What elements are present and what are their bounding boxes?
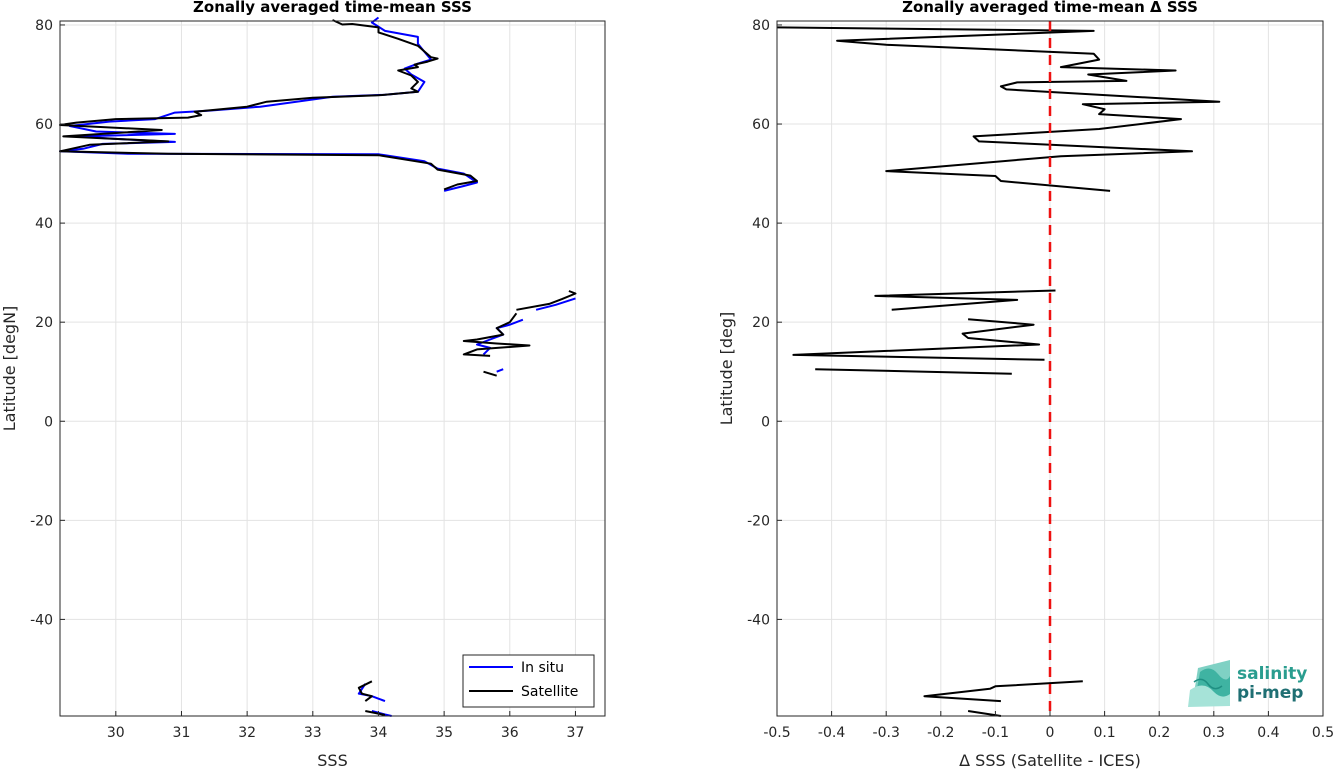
series-line-delta-sss <box>874 289 1056 311</box>
r-y-tick-label: 40 <box>752 216 770 232</box>
l-x-tick-label: 34 <box>370 725 388 741</box>
series-line-satellite <box>483 370 497 377</box>
l-y-tick-label: 80 <box>35 18 53 34</box>
r-y-tick-label: -20 <box>747 513 770 529</box>
right-chart-panel: -0.5 -0.4 -0.3 -0.2 -0.1 0 0.1 0.2 0.3 0.4 0.5 -40 -… <box>717 0 1334 769</box>
l-x-tick-label: 36 <box>501 725 519 741</box>
left-grid <box>60 21 605 716</box>
r-y-tick-label: -40 <box>747 612 770 628</box>
series-line-delta-sss <box>776 26 1221 192</box>
series-line-in-situ <box>535 297 576 311</box>
left-chart-panel: 30 31 32 33 34 35 36 37 -40 -20 0 20 40 60 80 Zonally … <box>0 0 606 769</box>
l-y-tick-label: 0 <box>44 414 53 430</box>
r-y-tick-label: 20 <box>752 315 770 331</box>
left-axes-background <box>60 21 605 716</box>
left-y-axis-label: Latitude [degN] <box>0 306 19 432</box>
series-line-in-situ <box>476 318 524 356</box>
l-y-tick-label: 40 <box>35 216 53 232</box>
series-line-satellite <box>516 290 577 311</box>
l-x-tick-label: 37 <box>567 725 585 741</box>
r-x-tick-label: -0.5 <box>763 725 790 741</box>
series-line-delta-sss <box>815 368 1012 375</box>
series-line-satellite <box>357 680 373 702</box>
series-line-delta-sss <box>792 318 1045 361</box>
legend-box <box>462 654 595 708</box>
r-x-tick-label: -0.3 <box>873 725 900 741</box>
wave-logo-icon <box>1188 660 1230 707</box>
left-chart-title: Zonally averaged time-mean SSS <box>193 0 472 16</box>
logo-text-salinity: salinity <box>1237 664 1307 684</box>
left-x-axis-label: SSS <box>317 751 347 769</box>
left-series-group <box>59 16 577 717</box>
l-y-tick-label: 60 <box>35 117 53 133</box>
series-line-delta-sss <box>923 680 1083 703</box>
r-x-tick-label: -0.4 <box>818 725 845 741</box>
l-x-tick-label: 31 <box>173 725 191 741</box>
series-line-in-situ <box>496 368 504 373</box>
l-x-tick-label: 32 <box>238 725 256 741</box>
legend: In situ Satellite <box>462 654 595 708</box>
r-x-tick-label: -0.2 <box>927 725 954 741</box>
right-y-axis-label: Latitude [deg] <box>717 312 736 426</box>
left-axes-frame <box>59 20 606 717</box>
left-tick-labels: 30 31 32 33 34 35 36 37 -40 -20 0 20 40 60 80 <box>30 18 584 741</box>
r-x-tick-label: -0.1 <box>982 725 1009 741</box>
right-chart-title: Zonally averaged time-mean Δ SSS <box>902 0 1198 16</box>
r-x-tick-label: 0.4 <box>1257 725 1279 741</box>
series-line-satellite <box>365 710 386 716</box>
l-y-tick-label: 20 <box>35 315 53 331</box>
salinity-pi-mep-logo: salinity pi-mep <box>1188 660 1307 707</box>
right-tick-labels: -0.5 -0.4 -0.3 -0.2 -0.1 0 0.1 0.2 0.3 0.4 0.5 -40 -… <box>747 18 1334 741</box>
logo-text-pi-mep: pi-mep <box>1237 683 1303 703</box>
l-x-tick-label: 30 <box>107 725 125 741</box>
r-y-tick-label: 60 <box>752 117 770 133</box>
r-y-tick-label: 0 <box>761 414 770 430</box>
series-line-satellite <box>59 19 478 191</box>
l-y-tick-label: -20 <box>30 513 53 529</box>
r-x-tick-label: 0 <box>1046 725 1055 741</box>
series-line-satellite <box>462 312 531 357</box>
right-x-axis-label: Δ SSS (Satellite - ICES) <box>959 751 1141 769</box>
r-y-tick-label: 80 <box>752 18 770 34</box>
r-x-tick-label: 0.3 <box>1203 725 1225 741</box>
r-x-tick-label: 0.2 <box>1148 725 1170 741</box>
r-x-tick-label: 0.5 <box>1312 725 1334 741</box>
legend-label-in-situ: In situ <box>521 660 564 676</box>
l-y-tick-label: -40 <box>30 612 53 628</box>
legend-label-satellite: Satellite <box>521 684 578 700</box>
l-x-tick-label: 33 <box>304 725 322 741</box>
r-x-tick-label: 0.1 <box>1093 725 1115 741</box>
l-x-tick-label: 35 <box>435 725 453 741</box>
